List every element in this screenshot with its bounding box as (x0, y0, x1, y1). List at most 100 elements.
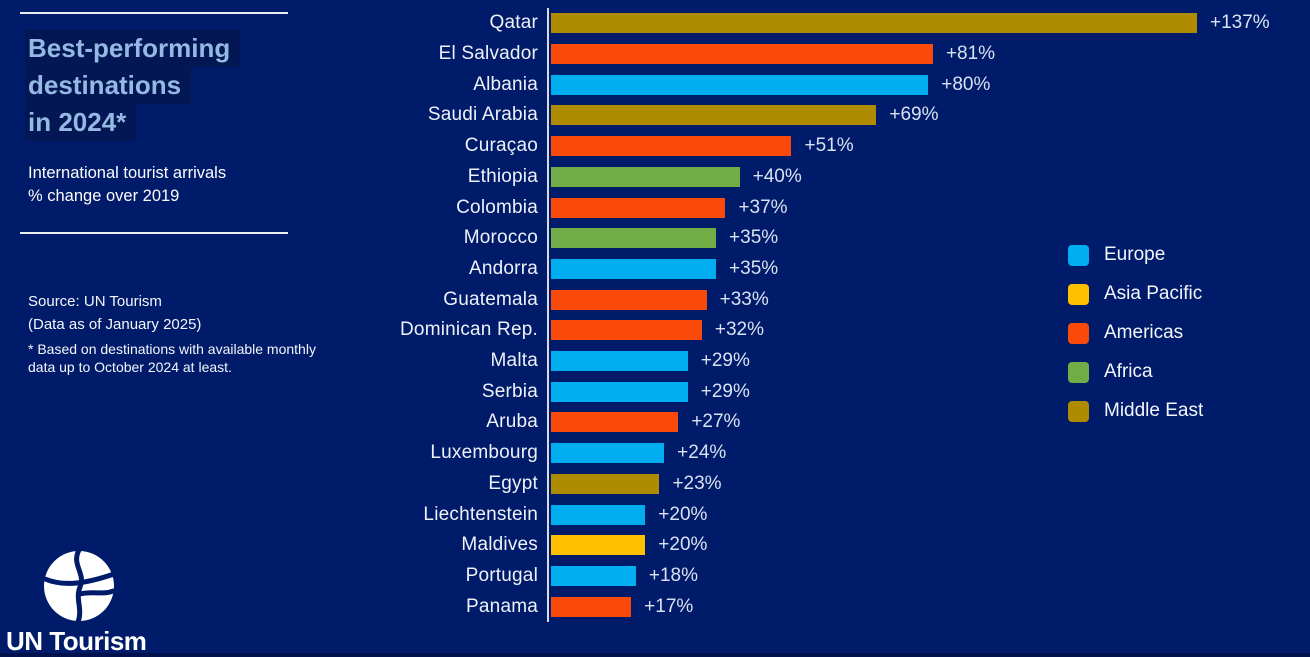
country-label: Panama (466, 595, 538, 617)
country-label: Curaçao (464, 135, 538, 157)
legend-label: Middle East (1104, 400, 1204, 421)
legend-swatch-icon (1068, 244, 1089, 266)
bar-americas (551, 412, 679, 433)
title-line-1: Best-performing (25, 30, 241, 67)
value-label: +35% (729, 257, 779, 279)
bar-africa (551, 166, 740, 187)
value-label: +27% (691, 411, 741, 433)
legend-swatch-icon (1068, 283, 1089, 305)
legend-item-middle-east: Middle East (1068, 399, 1203, 423)
footnote: * Based on destinations with available m… (28, 341, 316, 375)
value-label: +20% (658, 503, 708, 525)
legend-label: Africa (1104, 361, 1153, 382)
legend-item-africa: Africa (1068, 360, 1153, 384)
divider-bottom (20, 232, 288, 234)
subtitle-line-1: International tourist arrivals (28, 164, 227, 182)
country-label: Ethiopia (467, 165, 538, 187)
bar-europe (551, 565, 636, 586)
chart-row: Malta +29% (0, 346, 1310, 377)
bar-americas (551, 136, 792, 157)
bar-middle-east (551, 13, 1197, 34)
bar-europe (551, 381, 688, 402)
page-title: Best-performing destinations in 2024* (25, 30, 241, 141)
value-label: +137% (1210, 12, 1270, 34)
source-block: Source: UN Tourism (Data as of January 2… (28, 290, 336, 376)
chart-row: Ethiopia +40% (0, 162, 1310, 193)
chart-row: Maldives +20% (0, 530, 1310, 561)
country-label: Luxembourg (430, 442, 538, 464)
chart-row: Aruba +27% (0, 407, 1310, 438)
country-label: Morocco (463, 227, 538, 249)
title-line-2: destinations (25, 67, 192, 104)
country-label: El Salvador (438, 43, 538, 65)
bar-europe (551, 351, 688, 372)
chart-row: Serbia +29% (0, 376, 1310, 407)
left-info-panel: Best-performing destinations in 2024* In… (0, 0, 370, 657)
country-label: Malta (490, 350, 538, 372)
chart-row: Panama +17% (0, 591, 1310, 622)
value-label: +32% (714, 319, 764, 341)
bar-americas (551, 596, 632, 617)
chart-row: Curaçao +51% (0, 131, 1310, 162)
bar-americas (551, 44, 933, 65)
bar-europe (551, 258, 717, 279)
chart-row: Portugal +18% (0, 561, 1310, 592)
chart-row: Liechtenstein +20% (0, 499, 1310, 530)
legend-swatch-icon (1068, 400, 1089, 422)
country-label: Guatemala (443, 288, 538, 310)
value-label: +17% (644, 595, 694, 617)
chart-row: Albania +80% (0, 69, 1310, 100)
country-label: Qatar (489, 12, 538, 34)
bar-americas (551, 320, 702, 341)
legend-label: Asia Pacific (1104, 283, 1203, 304)
country-label: Maldives (461, 534, 538, 556)
value-label: +51% (804, 135, 854, 157)
bar-asia-pacific (551, 535, 646, 556)
legend-label: Europe (1104, 244, 1166, 265)
chart-row: Morocco +35% (0, 223, 1310, 254)
legend-label: Americas (1104, 322, 1184, 343)
value-label: +81% (945, 43, 996, 65)
legend-swatch-icon (1068, 322, 1089, 344)
chart-row: Colombia +37% (0, 192, 1310, 223)
country-label: Saudi Arabia (427, 104, 538, 126)
divider-top (20, 12, 288, 14)
legend-swatch-icon (1068, 361, 1089, 383)
legend-item-europe: Europe (1068, 243, 1165, 267)
chart-subtitle: International tourist arrivals % change … (28, 162, 226, 208)
bar-americas (551, 289, 707, 310)
legend-item-americas: Americas (1068, 321, 1183, 345)
value-label: +69% (889, 104, 939, 126)
chart-row: Qatar +137% (0, 8, 1310, 39)
bar-europe (551, 504, 646, 525)
bar-middle-east (551, 473, 660, 494)
legend-item-asia-pacific: Asia Pacific (1068, 282, 1202, 306)
value-label: +20% (658, 534, 708, 556)
value-label: +35% (729, 227, 779, 249)
chart-row: Dominican Rep. +32% (0, 315, 1310, 346)
value-label: +33% (719, 288, 769, 310)
value-label: +24% (677, 442, 727, 464)
value-label: +37% (738, 196, 788, 218)
country-label: Egypt (488, 472, 538, 494)
title-line-3: in 2024* (25, 104, 137, 141)
chart-row: Luxembourg +24% (0, 438, 1310, 469)
value-label: +40% (752, 165, 802, 187)
chart-axis-line (547, 8, 549, 622)
bar-europe (551, 74, 929, 95)
chart-row: Saudi Arabia +69% (0, 100, 1310, 131)
bottom-edge-strip (0, 653, 1310, 657)
bar-americas (551, 197, 726, 218)
data-as-of-line: (Data as of January 2025) (28, 316, 202, 333)
country-label: Liechtenstein (423, 503, 538, 525)
chart-row: Egypt +23% (0, 469, 1310, 500)
chart-row: Guatemala +33% (0, 284, 1310, 315)
chart-row: El Salvador +81% (0, 39, 1310, 70)
country-label: Colombia (456, 196, 538, 218)
value-label: +29% (700, 380, 750, 402)
country-label: Andorra (469, 257, 538, 279)
value-label: +80% (941, 73, 991, 95)
bar-africa (551, 228, 717, 249)
country-label: Aruba (486, 411, 538, 433)
